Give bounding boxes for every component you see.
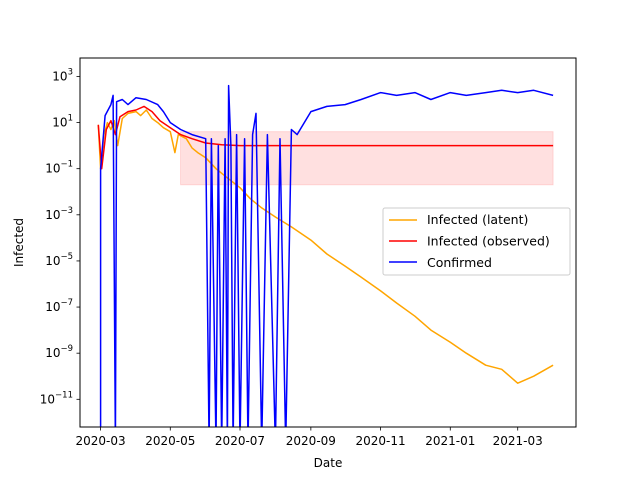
y-tick-label-exponent: −7 xyxy=(60,298,73,308)
series-line-confirmed xyxy=(99,84,554,427)
y-tick-label: 101 xyxy=(52,114,73,130)
legend-label-infected-latent: Infected (latent) xyxy=(427,212,528,227)
y-tick-label-exponent: 3 xyxy=(68,67,73,77)
y-tick-label: 10−3 xyxy=(45,206,73,222)
x-axis-label: Date xyxy=(314,456,343,470)
y-tick-label-base: 10 xyxy=(52,69,67,83)
x-tick-label: 2021-03 xyxy=(493,434,543,448)
x-tick-label: 2020-07 xyxy=(215,434,265,448)
legend-box xyxy=(382,207,571,276)
y-tick-label-exponent: −1 xyxy=(60,160,73,170)
y-tick-label: 103 xyxy=(52,67,73,83)
y-tick-label-base: 10 xyxy=(45,300,60,314)
legend: Infected (latent) Infected (observed) Co… xyxy=(382,207,571,276)
y-tick-label: 10−9 xyxy=(45,344,73,360)
y-tick-label: 10−5 xyxy=(45,252,73,268)
y-tick-label-exponent: −3 xyxy=(60,206,73,216)
x-axis: 2020-03 2020-05 2020-07 2020-09 2020-11 2021-… xyxy=(76,427,543,448)
y-tick-label-base: 10 xyxy=(45,208,60,222)
x-tick-label: 2020-05 xyxy=(145,434,195,448)
x-tick-label: 2020-09 xyxy=(286,434,336,448)
y-tick-label: 10−11 xyxy=(40,390,73,406)
y-tick-label-base: 10 xyxy=(45,346,60,360)
legend-label-infected-observed: Infected (observed) xyxy=(427,234,550,249)
x-tick-label: 2021-01 xyxy=(425,434,475,448)
plot-data-layer xyxy=(97,84,554,427)
y-tick-label-exponent: −11 xyxy=(55,390,73,400)
y-tick-label-exponent: −9 xyxy=(60,344,73,354)
y-tick-label-base: 10 xyxy=(40,392,55,406)
x-tick-label: 2020-03 xyxy=(76,434,126,448)
y-tick-label-base: 10 xyxy=(52,116,67,130)
legend-label-confirmed: Confirmed xyxy=(427,255,492,270)
y-tick-label: 10−1 xyxy=(45,160,73,176)
y-tick-label-base: 10 xyxy=(45,254,60,268)
y-axis-label: Infected xyxy=(12,218,26,267)
plot-frame xyxy=(79,57,577,428)
y-tick-label: 10−7 xyxy=(45,298,73,314)
y-tick-label-base: 10 xyxy=(45,162,60,176)
y-tick-label-exponent: 1 xyxy=(68,114,73,124)
x-tick-label: 2020-11 xyxy=(356,434,406,448)
y-tick-label-exponent: −5 xyxy=(60,252,73,262)
